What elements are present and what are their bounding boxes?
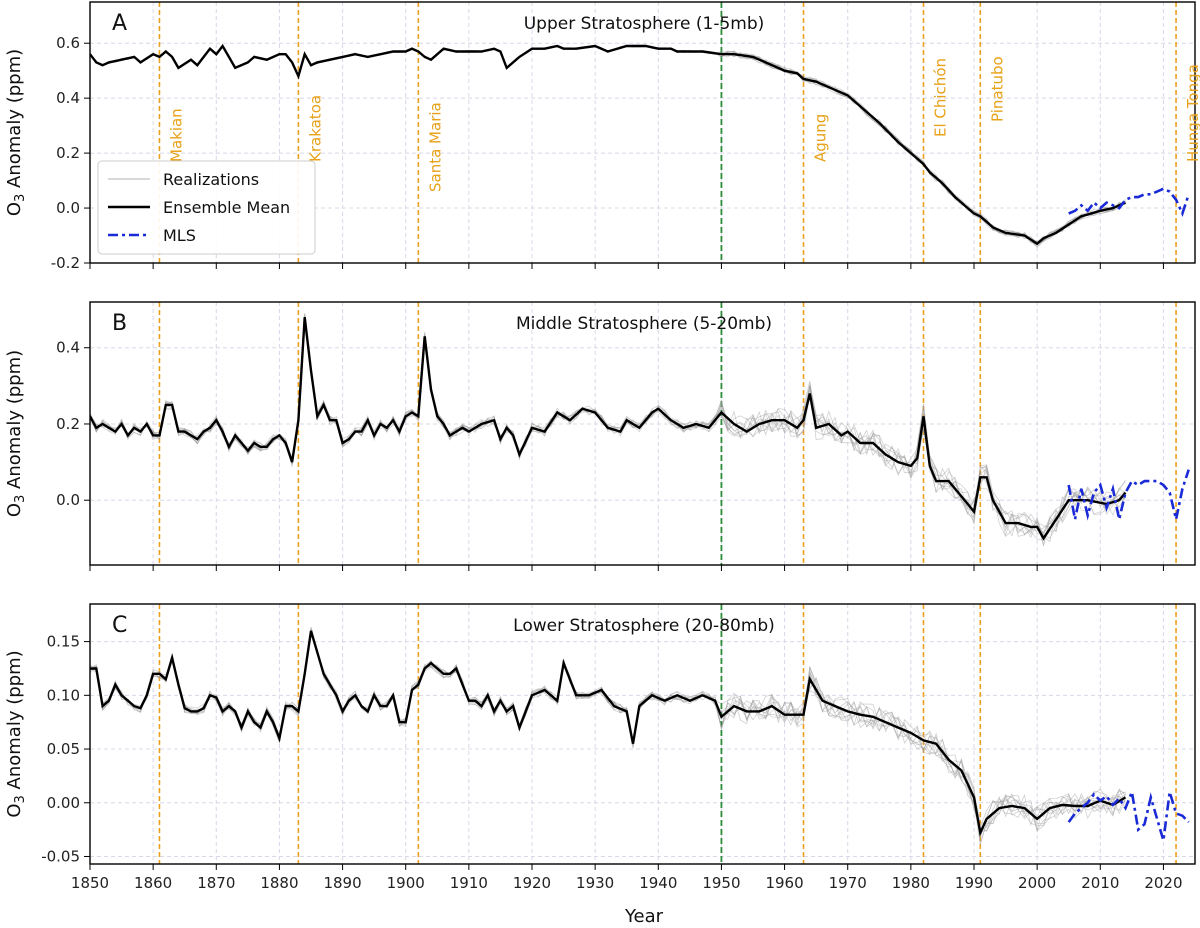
realizations xyxy=(90,626,1126,846)
volcano-label: Hunga Tonga xyxy=(1184,64,1200,162)
y-axis-title-sub: 3 xyxy=(13,795,28,803)
y-tick-label: 0.00 xyxy=(47,794,80,812)
x-tick-label: 1960 xyxy=(765,874,803,892)
ensemble-mean-line xyxy=(90,630,1127,837)
legend-label: Realizations xyxy=(163,170,259,189)
ensemble-mean-line xyxy=(90,317,1127,541)
realization-line xyxy=(90,314,1126,537)
volcano-label: Krakatoa xyxy=(306,95,324,162)
y-tick-label: 0.4 xyxy=(56,339,80,357)
y-tick-label: 0.2 xyxy=(56,144,80,162)
realization-line xyxy=(90,633,1126,832)
y-axis-title-sub: 3 xyxy=(13,194,28,202)
y-axis-title-rest: Anomaly (ppm) xyxy=(4,650,25,795)
x-tick-label: 2020 xyxy=(1144,874,1182,892)
panel-a: -0.2 0.0 0.2 0.4 0.6 O3 Anomaly (ppm) A Upper S… xyxy=(4,1,1200,272)
x-tick-label: 1920 xyxy=(513,874,551,892)
y-axis-title: O3 Anomaly (ppm) xyxy=(4,49,28,216)
realization-line xyxy=(90,313,1126,534)
panel-b: 0.0 0.2 0.4 O3 Anomaly (ppm) B Middle Stratos… xyxy=(4,301,1196,571)
realization-line xyxy=(90,630,1126,844)
x-tick-label: 1930 xyxy=(576,874,614,892)
mls-line xyxy=(1068,187,1190,218)
legend-label: Ensemble Mean xyxy=(163,198,290,217)
y-tick-label: 0.0 xyxy=(56,491,80,509)
volcano-label: El Chichón xyxy=(931,58,949,137)
panel-letter: C xyxy=(112,613,127,638)
volcano-label: Pinatubo xyxy=(988,56,1006,122)
realization-line xyxy=(90,626,1126,832)
x-tick-label: 1990 xyxy=(955,874,993,892)
x-tick-label: 1860 xyxy=(134,874,172,892)
plot-frame xyxy=(89,301,1196,566)
realization-line xyxy=(90,628,1126,832)
panel-title: Middle Stratosphere (5-20mb) xyxy=(516,314,772,334)
y-tick-label: 0.6 xyxy=(56,34,80,52)
panel-title: Upper Stratosphere (1-5mb) xyxy=(524,14,765,34)
volcano-label: Agung xyxy=(812,114,830,162)
y-tick-label: 0.05 xyxy=(47,740,80,758)
y-axis-title-rest: Anomaly (ppm) xyxy=(4,49,25,194)
x-tick-label: 1980 xyxy=(892,874,930,892)
realization-line xyxy=(90,319,1126,536)
y-tick-label: -0.05 xyxy=(41,847,80,865)
panel-title: Lower Stratosphere (20-80mb) xyxy=(513,616,775,636)
plot-frame xyxy=(89,603,1196,865)
x-axis-title: Year xyxy=(624,906,664,927)
volcano-label: Santa Maria xyxy=(426,102,444,192)
legend-label: MLS xyxy=(163,226,196,245)
realization-line xyxy=(90,630,1126,846)
x-tick-label: 1900 xyxy=(387,874,425,892)
y-axis-title: O3 Anomaly (ppm) xyxy=(4,350,28,517)
x-tick-label: 1950 xyxy=(702,874,740,892)
x-tick-label: 2000 xyxy=(1018,874,1056,892)
x-tick-label: 1850 xyxy=(71,874,109,892)
y-axis-title-main: O xyxy=(4,503,25,517)
legend: Realizations Ensemble Mean MLS xyxy=(97,160,316,255)
realization-line xyxy=(90,629,1126,833)
y-axis-title-main: O xyxy=(4,202,25,216)
y-tick-label: 0.15 xyxy=(47,633,80,651)
plot-frame xyxy=(89,1,1196,264)
y-tick-label: 0.2 xyxy=(56,415,80,433)
x-tick-label: 1940 xyxy=(639,874,677,892)
volcano-label: Makian xyxy=(167,108,185,162)
y-axis-title: O3 Anomaly (ppm) xyxy=(4,650,28,817)
panel-c: 1850 1860 1870 1880 1890 1900 1910 1920 1930 1940… xyxy=(4,603,1196,892)
ensemble-mean-line xyxy=(90,43,1126,246)
x-tick-label: 1880 xyxy=(260,874,298,892)
x-tick-label: 1910 xyxy=(450,874,488,892)
grid xyxy=(89,604,1195,864)
realization-line xyxy=(90,632,1126,832)
x-tick-label: 1970 xyxy=(829,874,867,892)
y-tick-label: 0.4 xyxy=(56,89,80,107)
y-axis-title-sub: 3 xyxy=(13,495,28,503)
panel-letter: A xyxy=(112,11,127,36)
realization-line xyxy=(90,633,1126,836)
x-tick-label: 1890 xyxy=(323,874,361,892)
y-tick-label: -0.2 xyxy=(51,254,80,272)
x-tick-label: 1870 xyxy=(197,874,235,892)
mls-line xyxy=(1067,787,1190,841)
y-axis-title-main: O xyxy=(4,803,25,817)
y-axis-title-rest: Anomaly (ppm) xyxy=(4,350,25,495)
mls-line xyxy=(1067,469,1190,521)
legend-box xyxy=(97,160,316,255)
realization-line xyxy=(90,317,1126,538)
x-tick-label: 2010 xyxy=(1081,874,1119,892)
y-tick-label: 0.10 xyxy=(47,686,80,704)
y-tick-label: 0.0 xyxy=(56,199,80,217)
realization-line xyxy=(90,630,1126,839)
panel-letter: B xyxy=(112,311,127,336)
